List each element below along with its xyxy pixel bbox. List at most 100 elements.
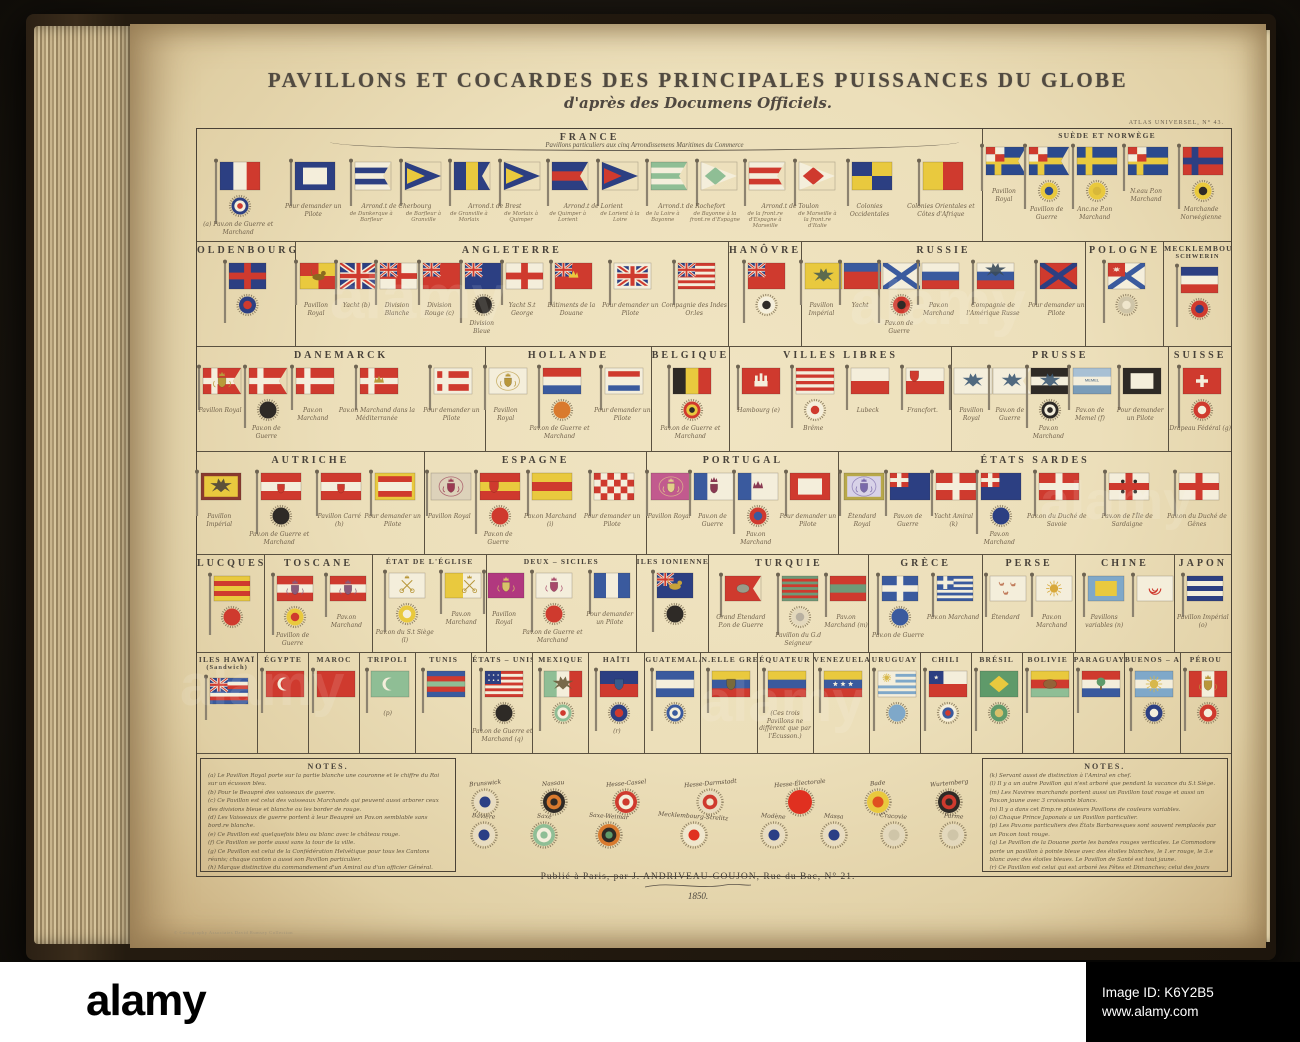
flag <box>815 667 867 717</box>
flag: Lubeck <box>842 364 894 415</box>
section-title: TUNIS <box>429 655 459 664</box>
flag-art <box>351 364 403 414</box>
flags-row: Étendard Pav.on Marchand <box>983 569 1075 652</box>
flag-graphic <box>607 259 652 305</box>
flag-plate: FRANCE Pavillons particuliers aux cinq Ar… <box>195 128 1232 877</box>
flag-caption: Arrond.t de Rochefort <box>658 203 726 210</box>
flag-art <box>796 259 847 309</box>
flag-graphic <box>255 469 302 534</box>
page-stack-edge <box>34 26 136 944</box>
section-title: PRUSSE <box>1032 350 1089 361</box>
flag-graphic <box>596 158 639 206</box>
section-title: (Sandwich) <box>206 664 248 672</box>
flag: Pav.on Marchand <box>321 572 373 629</box>
flag-caption: Pav.on du S.t Siège (l) <box>375 629 434 644</box>
flag: Pour demander un Pilote <box>578 469 647 528</box>
flag-caption: Pour demander un Pilote <box>779 513 837 528</box>
section-belgique: BELGIQUE Pav.on de Guerre et Marchand <box>650 347 729 451</box>
flag <box>418 667 470 717</box>
notes-left: NOTES. (a) Le Pavillon Royal porte sur la… <box>200 758 457 872</box>
pair-flags <box>445 158 545 210</box>
cockade-art <box>819 820 849 850</box>
flag-pair: Arrond.t de Toulon de la front.re d'Espag… <box>741 158 839 230</box>
flag-graphic <box>798 259 843 305</box>
cockades-top-row: Brunswick Nassau Hesse-Cassel Hesse-Darmsta… <box>469 778 969 817</box>
flags-row <box>972 664 1022 753</box>
flags-row: Pavillon de Guerre Pav.on Marchand <box>265 569 373 652</box>
cockade-art <box>539 787 569 817</box>
flag <box>495 158 545 210</box>
flag: Étendard <box>983 572 1028 622</box>
flag: (p) <box>362 667 414 718</box>
flag-caption: Pavillon Impérial <box>206 513 233 528</box>
section-title: BRÉSIL <box>979 655 1015 664</box>
cockade-label: Saxe <box>536 812 552 821</box>
flag-subcaption: de la front.re d'Espagne à Marseille <box>747 210 783 230</box>
cockade: Massa <box>819 812 849 850</box>
section-title: ANGLETERRE <box>461 245 562 256</box>
note-item: (k) Servant aussi de distinction à l'Ami… <box>989 773 1132 779</box>
flag-art <box>1170 469 1224 520</box>
flag-graphic <box>1122 143 1169 192</box>
flag-graphic <box>983 572 1026 617</box>
flags-row <box>1074 664 1124 753</box>
flag-graphic <box>497 158 541 206</box>
flag-caption: Marchande Norwégienne <box>1180 206 1222 221</box>
flag-caption: Pour demander un Pilote <box>586 611 634 626</box>
flag-graphic <box>973 667 1019 732</box>
flag <box>703 667 755 717</box>
flag-art <box>664 364 716 432</box>
flag: Pavillon de Guerre <box>1022 143 1069 221</box>
cockade-graphic <box>863 788 892 816</box>
flag-caption: Brême <box>803 425 824 432</box>
flag-art <box>585 569 635 618</box>
flag <box>535 667 587 735</box>
flag-row-5: LUCQUES TOSCANE Pavillon de Guerre Pav.on M… <box>197 555 1231 653</box>
section-header: LUCQUES <box>197 555 264 569</box>
flag-caption: Pav.on Marchand dans la Méditerranée <box>338 407 415 422</box>
section-ha-ti: HAÏTI (r) <box>588 653 644 753</box>
section-gr-ce: GRÈCE Pav.on de Guerre Pav.on Marchand <box>868 555 982 652</box>
flag-graphic <box>439 569 482 615</box>
flag <box>1130 572 1174 621</box>
section-title: SUISSE <box>1173 350 1227 361</box>
flag-art <box>835 469 889 520</box>
cockade-art <box>529 820 559 850</box>
flag-pair: Arrond.t de Cherbourg de Dunkerque à Barf… <box>347 158 445 223</box>
section-title: AUTRICHE <box>271 455 350 466</box>
flag: Pav.on de Guerre <box>688 469 735 528</box>
section-header: PÉROU <box>1181 653 1231 664</box>
flag <box>1126 667 1178 735</box>
flag-art <box>286 158 340 210</box>
flag-art <box>1027 572 1077 621</box>
flag-caption: Arrond.t de Cherbourg <box>361 203 432 210</box>
note-item: (l) Il y a un autre Pavillon qui n'est a… <box>989 781 1216 788</box>
flag-graphic <box>1070 143 1118 210</box>
flag-graphic <box>650 569 693 633</box>
flags-row: (a) Pav.on de Guerre et Marchand Pour dem… <box>197 143 982 241</box>
cockade-art <box>759 820 789 850</box>
flag-caption: Pour demander un Pilote <box>583 513 641 528</box>
flag-caption: Pav.on de Guerre <box>483 531 513 546</box>
flag-caption: Pour demander un Pilote <box>364 513 421 528</box>
flag: Pour demander un Pilote <box>361 469 423 528</box>
section-title: ÉTATS – UNIS <box>472 655 533 664</box>
section-danemarck: DANEMARCK Pavillon Royal Pav.on de Guerre P… <box>197 347 485 451</box>
flag: Pavillon Royal <box>482 364 527 422</box>
flag-art <box>968 259 1019 309</box>
section-header: TRIPOLI <box>360 653 415 664</box>
flag-art <box>874 259 925 327</box>
flags-row <box>1125 664 1180 753</box>
section-title: N.ELLE GRENADE <box>701 655 757 664</box>
flag-caption: Yacht Amiral (k) <box>934 513 974 528</box>
section-n-elle-grenade: N.ELLE GRENADE <box>700 653 757 753</box>
flag-graphic <box>1117 364 1162 410</box>
cockade-label: Bade <box>869 779 886 788</box>
flag-graphic <box>588 469 635 516</box>
flag: Pav.on de Guerre <box>883 469 931 528</box>
flag-graphic <box>416 259 461 305</box>
flag-art <box>787 364 839 432</box>
flag-graphic <box>649 667 695 732</box>
cockade-art <box>695 787 725 817</box>
flags-row <box>1086 256 1163 346</box>
